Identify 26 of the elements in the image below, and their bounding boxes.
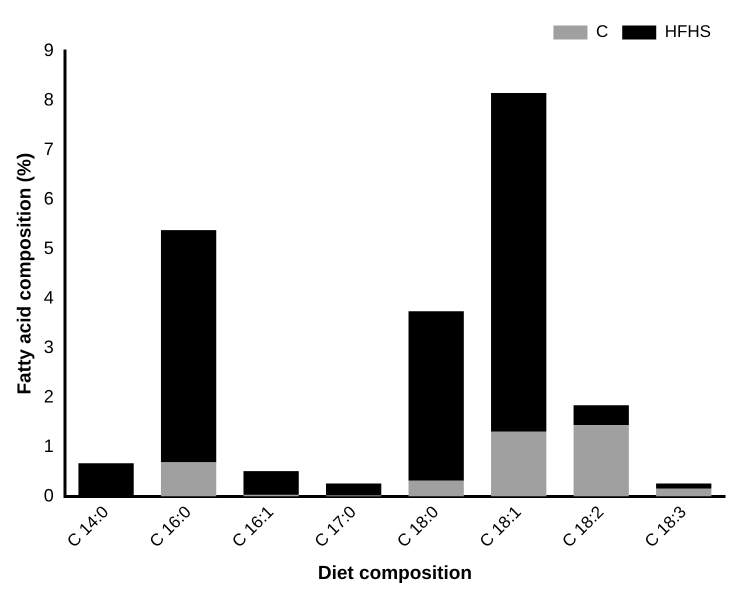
y-tick-label: 6 — [44, 188, 54, 208]
bar — [408, 311, 464, 481]
legend-label: C — [596, 22, 608, 42]
y-tick-label: 1 — [44, 436, 54, 456]
bar — [160, 462, 216, 496]
legend-label: HFHS — [664, 22, 712, 42]
bar — [491, 432, 546, 496]
y-tick-label: 2 — [44, 386, 54, 406]
y-axis-title: Fatty acid composition (%) — [14, 152, 36, 395]
y-tick-label: 9 — [44, 40, 54, 60]
y-tick-label: 7 — [44, 138, 54, 159]
x-axis-title: Diet composition — [318, 562, 472, 584]
y-tick-label: 8 — [44, 89, 54, 110]
y-tick-label: 4 — [44, 287, 54, 308]
bar — [656, 483, 712, 488]
bar — [491, 93, 546, 432]
bar — [656, 488, 712, 496]
bar — [574, 425, 629, 496]
bar — [408, 480, 464, 496]
bar — [160, 230, 216, 462]
y-tick-label: 5 — [44, 238, 54, 258]
x-tick-label: C 18:1 — [476, 502, 525, 552]
bar — [574, 405, 629, 426]
y-tick-label: 3 — [44, 336, 54, 357]
y-tick-label: 0 — [44, 485, 54, 506]
x-tick-label: C 16:1 — [228, 502, 278, 552]
